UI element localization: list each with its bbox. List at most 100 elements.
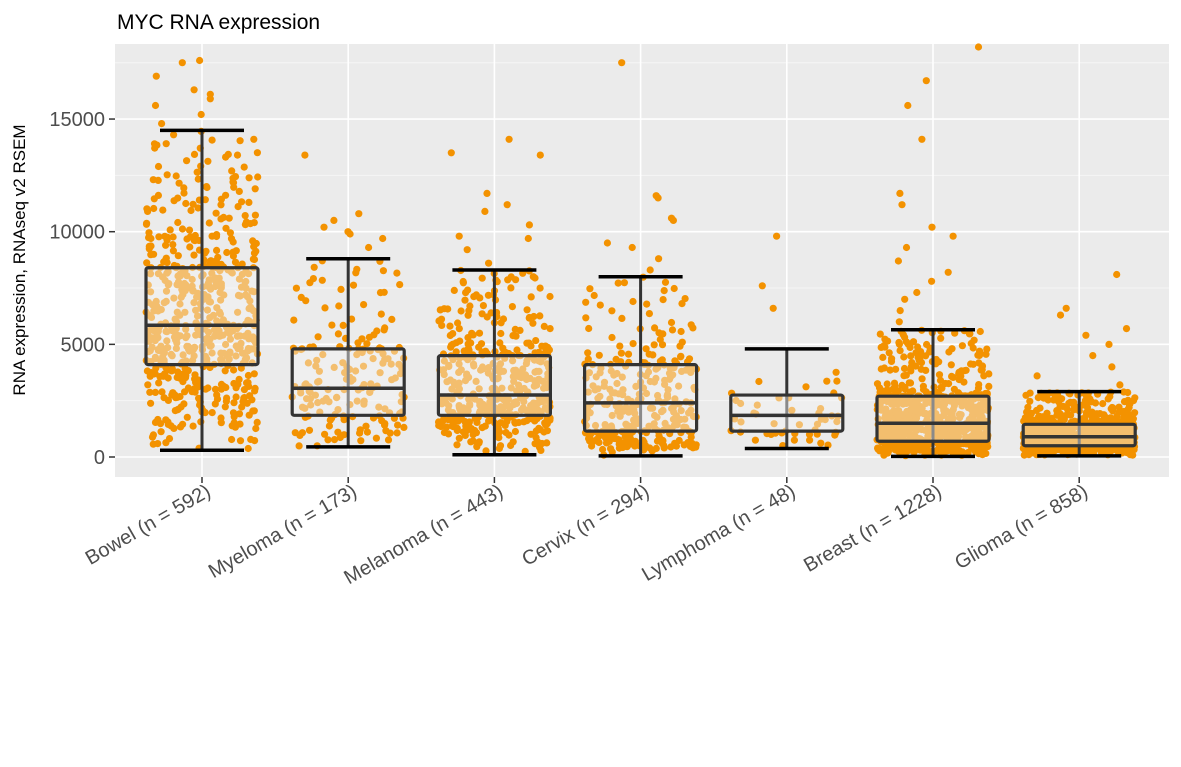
data-point	[659, 406, 667, 414]
outlier-point	[894, 257, 903, 265]
data-point	[236, 437, 245, 445]
data-point	[172, 336, 180, 344]
outlier-point	[524, 234, 532, 243]
data-point	[495, 434, 503, 442]
data-point	[147, 399, 155, 407]
data-point	[886, 411, 894, 419]
data-point	[169, 233, 177, 241]
data-point	[443, 423, 451, 431]
data-point	[194, 383, 202, 391]
data-point	[592, 373, 600, 381]
data-point	[540, 384, 548, 392]
data-point	[229, 178, 237, 186]
data-point	[170, 294, 178, 302]
data-point	[674, 415, 682, 423]
data-point	[1131, 409, 1139, 417]
data-point	[146, 243, 154, 251]
data-point	[511, 427, 519, 436]
data-point	[976, 347, 984, 355]
data-point	[245, 198, 253, 206]
data-point	[387, 360, 395, 368]
data-point	[976, 409, 984, 417]
data-point	[475, 329, 484, 337]
data-point	[528, 406, 537, 414]
data-point	[457, 366, 465, 374]
data-point	[157, 428, 165, 436]
data-point	[172, 344, 180, 352]
data-point	[967, 442, 975, 451]
data-point	[1026, 397, 1034, 405]
data-point	[450, 286, 458, 294]
data-point	[169, 241, 177, 249]
data-point	[393, 429, 401, 437]
data-point	[213, 231, 221, 239]
data-point	[940, 407, 948, 415]
data-point	[660, 287, 668, 295]
data-point	[223, 248, 231, 257]
box-1	[144, 128, 260, 452]
data-point	[1082, 392, 1090, 400]
box-iqr	[144, 266, 260, 367]
data-point	[629, 297, 637, 306]
data-point	[145, 229, 153, 237]
x-tick-label: Cervix (n = 294)	[518, 480, 653, 570]
data-point	[455, 379, 463, 387]
data-point	[907, 352, 915, 360]
data-point	[169, 247, 177, 255]
data-point	[879, 428, 887, 436]
data-point	[242, 284, 250, 292]
data-point	[584, 355, 592, 363]
data-point	[182, 199, 190, 208]
data-point	[170, 424, 178, 432]
data-point	[680, 423, 688, 431]
data-point	[624, 350, 633, 358]
data-point	[582, 298, 590, 306]
data-point	[957, 448, 965, 456]
data-point	[193, 168, 201, 176]
data-point	[248, 396, 256, 404]
box-iqr	[436, 354, 552, 417]
data-point	[330, 363, 338, 371]
data-point	[898, 381, 906, 389]
data-point	[888, 355, 896, 363]
outlier-point	[1105, 340, 1113, 348]
data-point	[230, 366, 238, 374]
data-point	[821, 416, 829, 424]
data-point	[232, 393, 240, 401]
data-point	[795, 421, 804, 429]
data-point	[459, 428, 467, 436]
data-point	[230, 419, 238, 427]
y-tick-label: 5000	[61, 334, 106, 356]
data-point	[234, 308, 242, 316]
data-point	[529, 319, 537, 327]
data-point	[949, 373, 957, 381]
data-point	[158, 388, 166, 396]
data-point	[948, 409, 956, 417]
data-point	[172, 172, 180, 180]
data-point	[369, 355, 377, 363]
data-point	[905, 379, 913, 387]
data-point	[936, 401, 944, 409]
outlier-point	[1113, 270, 1121, 279]
data-point	[162, 439, 170, 447]
data-point	[523, 306, 531, 314]
outlier-point	[758, 282, 766, 290]
data-point	[515, 418, 523, 427]
data-point	[642, 389, 651, 398]
data-point	[173, 281, 182, 289]
data-point	[459, 279, 467, 287]
data-point	[467, 339, 475, 347]
outlier-point	[447, 149, 455, 157]
data-point	[1091, 416, 1099, 424]
data-point	[495, 444, 503, 452]
data-point	[1108, 403, 1116, 412]
data-point	[252, 247, 260, 255]
data-point	[242, 291, 250, 299]
data-point	[1091, 399, 1100, 407]
data-point	[510, 366, 518, 375]
data-point	[945, 348, 953, 356]
data-point	[632, 382, 640, 390]
data-point	[466, 400, 474, 408]
data-point	[170, 131, 178, 139]
data-point	[922, 366, 930, 374]
